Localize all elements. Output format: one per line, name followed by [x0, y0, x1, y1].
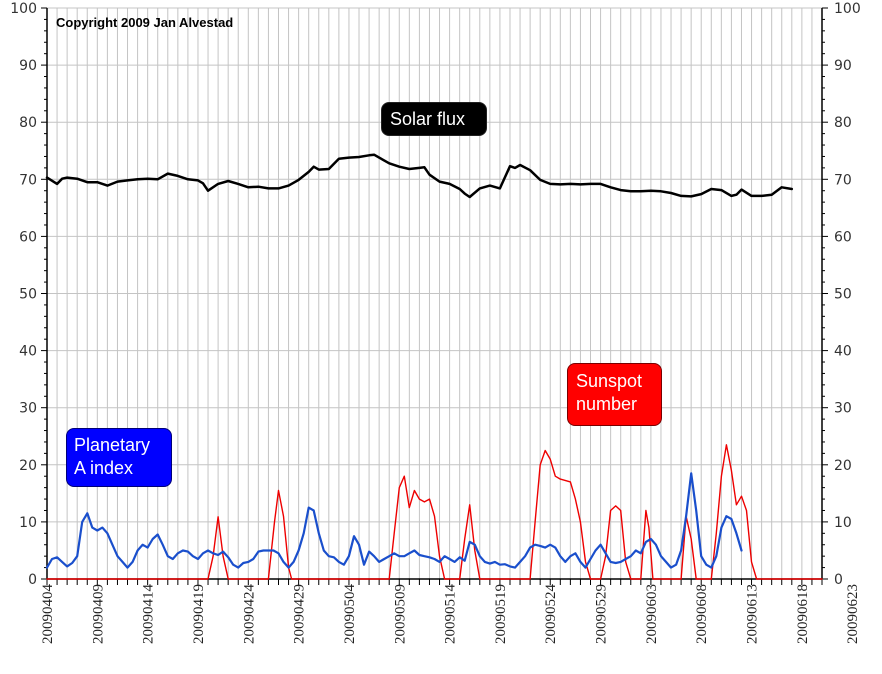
y-axis-left: 0 10 20 30 40 50 60 70 80 90 100 [10, 1, 47, 588]
x-tick-label: 20090414 [141, 584, 157, 645]
y-tick-label-right: 50 [834, 287, 852, 303]
solar-flux-line [45, 153, 794, 199]
x-tick-label: 20090504 [342, 584, 358, 645]
x-tick-label: 20090404 [40, 584, 56, 645]
y-tick-label-right: 0 [834, 572, 843, 588]
y-tick-label-right: 10 [834, 515, 852, 531]
y-tick-label-left: 80 [19, 115, 37, 131]
y-tick-label-left: 40 [19, 344, 37, 360]
x-tick-label: 20090524 [543, 584, 559, 645]
planetary-a-index-label: Planetary A index [66, 428, 172, 487]
y-tick-label-right: 80 [834, 115, 852, 131]
x-tick-label: 20090519 [493, 584, 509, 644]
copyright-text: Copyright 2009 Jan Alvestad [56, 15, 233, 30]
x-axis: 20090404 20090409 20090414 20090419 20090424… [40, 579, 861, 645]
y-tick-label-left: 20 [19, 458, 37, 474]
solar-flux-label: Solar flux [381, 102, 487, 136]
sunspot-number-line [46, 444, 823, 580]
planetary-a-index-line [45, 472, 743, 569]
x-tick-label: 20090409 [90, 584, 106, 644]
y-tick-label-right: 30 [834, 401, 852, 417]
x-tick-label: 20090424 [241, 584, 257, 645]
series-lines [45, 153, 823, 580]
x-tick-label: 20090608 [694, 584, 710, 644]
y-tick-label-right: 20 [834, 458, 852, 474]
grid-lines [46, 7, 823, 580]
y-tick-label-left: 30 [19, 401, 37, 417]
y-tick-label-left: 60 [19, 229, 37, 245]
y-tick-label-left: 100 [10, 1, 37, 17]
x-tick-label: 20090419 [191, 584, 207, 644]
y-tick-label-right: 100 [834, 1, 861, 17]
x-tick-label: 20090623 [845, 584, 861, 644]
x-tick-label: 20090603 [644, 584, 660, 644]
x-tick-label: 20090529 [594, 584, 610, 644]
y-tick-label-left: 0 [28, 572, 37, 588]
sunspot-number-label: Sunspot number [567, 363, 662, 426]
x-tick-label: 20090509 [392, 584, 408, 644]
y-tick-label-right: 70 [834, 172, 852, 188]
y-tick-label-right: 90 [834, 58, 852, 74]
x-tick-label: 20090613 [745, 584, 761, 644]
y-tick-label-right: 60 [834, 229, 852, 245]
y-tick-label-left: 10 [19, 515, 37, 531]
x-tick-label: 20090429 [292, 584, 308, 644]
x-tick-label: 20090514 [443, 584, 459, 645]
x-tick-label: 20090618 [795, 584, 811, 644]
y-axis-right: 0 10 20 30 40 50 60 70 80 90 100 [822, 1, 861, 588]
y-tick-label-left: 50 [19, 287, 37, 303]
y-tick-label-right: 40 [834, 344, 852, 360]
y-tick-label-left: 70 [19, 172, 37, 188]
y-tick-label-left: 90 [19, 58, 37, 74]
